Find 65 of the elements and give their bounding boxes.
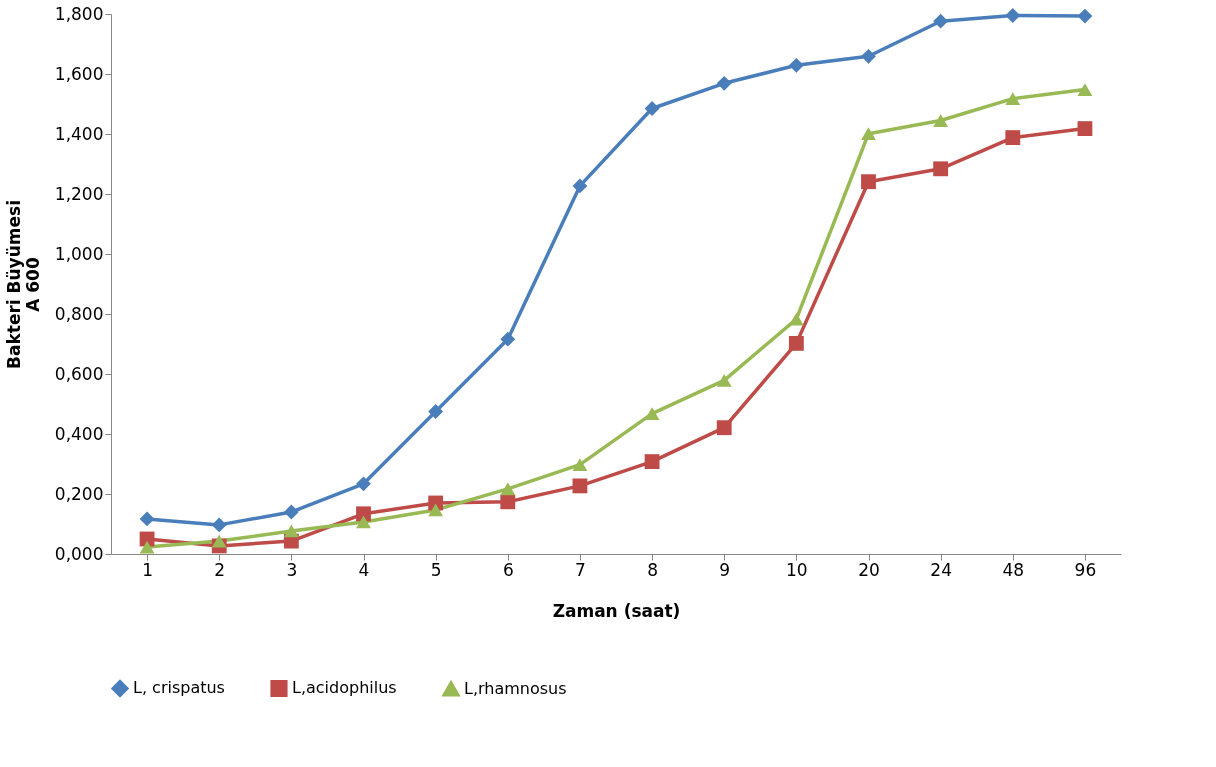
point — [644, 407, 660, 421]
y-tick-label: 1,200 — [54, 183, 104, 204]
x-tick-label: 20 — [858, 559, 880, 580]
legend-label: L, crispatus — [133, 678, 225, 698]
point — [861, 127, 876, 141]
y-tick-label: 0,800 — [54, 303, 104, 324]
y-tick-label: 0,000 — [54, 543, 104, 564]
x-tick-label: 4 — [358, 559, 370, 580]
point — [500, 482, 516, 496]
x-tick-label: 3 — [286, 559, 298, 580]
point — [1077, 121, 1093, 137]
point — [572, 458, 588, 472]
x-tick-label: 6 — [502, 559, 514, 580]
point — [139, 511, 155, 527]
point — [356, 476, 371, 492]
x-tick-label: 1 — [142, 559, 153, 580]
point — [572, 178, 588, 194]
point — [644, 454, 660, 470]
point — [1077, 8, 1093, 24]
point — [211, 534, 227, 548]
point — [428, 503, 444, 517]
point — [356, 506, 371, 522]
point — [861, 48, 876, 64]
y-tick-label: 0,400 — [54, 423, 104, 444]
point — [933, 114, 949, 127]
point — [356, 515, 371, 529]
y-tick-label: 1,000 — [54, 243, 104, 264]
point — [788, 335, 804, 351]
point — [716, 75, 732, 91]
y-tick-label: 1,400 — [54, 123, 104, 144]
point — [500, 494, 516, 510]
point — [572, 478, 588, 494]
point — [1005, 130, 1021, 146]
point — [211, 517, 227, 533]
point — [1005, 8, 1021, 23]
point — [500, 331, 516, 347]
x-tick-label: 96 — [1074, 559, 1097, 580]
point — [283, 524, 299, 538]
x-tick-label: 2 — [214, 559, 226, 580]
point — [283, 504, 299, 520]
x-axis-title: Zaman (saat) — [552, 600, 681, 621]
point — [716, 373, 732, 387]
point — [933, 161, 949, 177]
point — [139, 540, 155, 554]
point — [861, 174, 876, 190]
y-tick-label: 1,800 — [54, 3, 104, 24]
legend-label: L,rhamnosus — [464, 678, 567, 698]
x-tick-label: 7 — [575, 559, 586, 580]
point — [1005, 92, 1021, 106]
y-axis-title: Bakteri Büyümesi A 600 — [3, 200, 43, 369]
x-tick-label: 24 — [930, 559, 952, 580]
y-tick-label: 0,200 — [54, 483, 104, 504]
point — [788, 57, 804, 73]
x-tick-label: 5 — [430, 559, 442, 580]
y-tick-label: 1,600 — [54, 63, 104, 84]
point — [1077, 83, 1093, 97]
legend-label: L,acidophilus — [292, 678, 397, 698]
x-tick-label: 8 — [647, 559, 658, 580]
x-tick-label: 48 — [1002, 559, 1025, 580]
y-tick-label: 0,600 — [54, 363, 104, 384]
x-tick-label: 9 — [719, 559, 731, 580]
point — [933, 13, 949, 29]
x-tick-label: 10 — [786, 559, 808, 580]
point — [716, 420, 732, 436]
point — [428, 404, 444, 419]
